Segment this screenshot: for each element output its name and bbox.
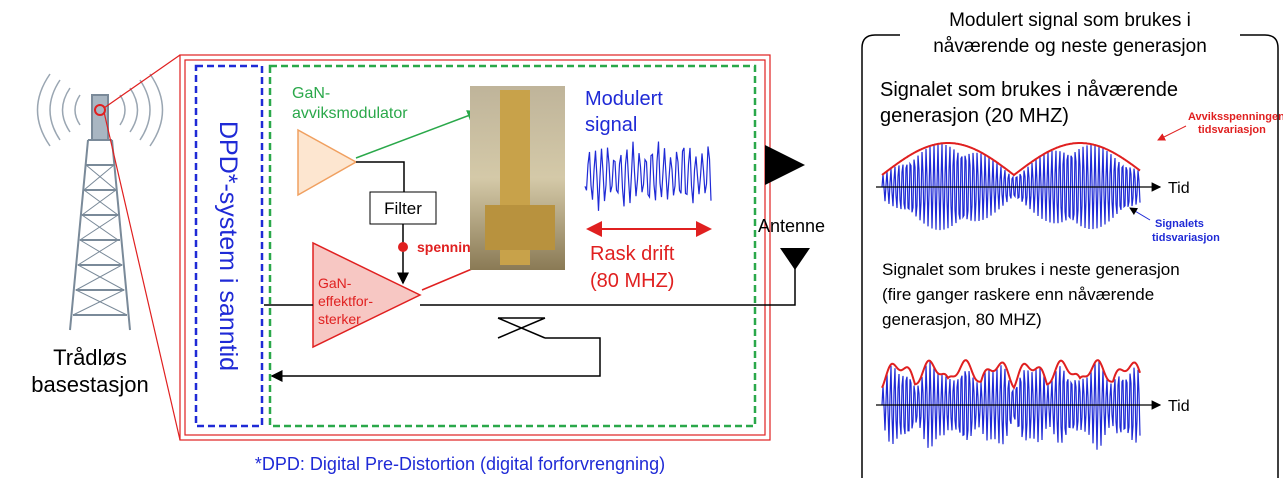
amplifier-label: sterker [318,311,361,327]
amplifier-label: effektfor- [318,293,373,309]
current-title: generasjon (20 MHZ) [880,105,1069,127]
drift-label: (80 MHZ) [590,270,674,292]
envelope-label: Avviksspenningens [1188,111,1283,123]
footnote: *DPD: Digital Pre-Distortion (digital fo… [255,454,665,474]
wire [356,162,404,192]
dpd-label: DPD*-system i sanntid [214,121,242,371]
signal-label: signal [585,114,637,136]
signal-var-label: tidsvariasjon [1152,232,1220,244]
photo-board [485,205,555,250]
signal-label: Modulert [585,88,663,110]
amplifier-label: GaN- [318,275,352,291]
axis-label: Tid [1168,398,1190,415]
waveform [585,142,711,211]
antenna-label: Antenne [758,216,825,236]
envelope-label: tidsvariasjon [1198,124,1266,136]
next-title: (fire ganger raskere enn nåværende [882,285,1154,304]
voltage-label: spenning [417,239,479,255]
current-title: Signalet som brukes i nåværende [880,79,1178,101]
antenna [780,248,810,270]
panel-title: nåværende og neste generasjon [933,36,1207,57]
tower [38,74,163,330]
modulator-label: avviksmodulator [292,105,408,122]
next-title: Signalet som brukes i neste generasjon [882,260,1180,279]
drift-label: Rask drift [590,243,675,265]
next-title: generasjon, 80 MHZ) [882,310,1042,329]
node [398,242,408,252]
tower-label: basestasjon [31,372,148,397]
diagram: Trådløs basestasjon DPD*-system i sannti… [0,0,1283,478]
modulator-label: GaN- [292,85,330,102]
filter-label: Filter [384,199,422,218]
modulator [298,130,356,195]
arrow [1158,126,1186,140]
tower-label: Trådløs [53,345,127,370]
panel-title: Modulert signal som brukes i [949,10,1191,31]
arrow [1130,208,1150,220]
envelope [882,360,1140,388]
axis-label: Tid [1168,180,1190,197]
signal-var-label: Signalets [1155,218,1204,230]
envelope [882,143,1140,175]
